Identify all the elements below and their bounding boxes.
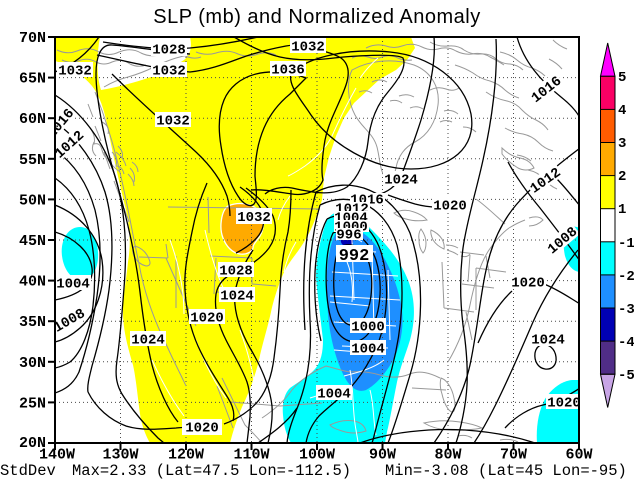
svg-text:50N: 50N xyxy=(19,192,46,209)
svg-text:110W: 110W xyxy=(233,447,269,464)
svg-text:1004: 1004 xyxy=(56,277,90,293)
svg-text:Max=2.33 (Lat=47.5 Lon=-112.5): Max=2.33 (Lat=47.5 Lon=-112.5) xyxy=(72,462,351,480)
svg-text:120W: 120W xyxy=(168,447,204,464)
svg-text:-4: -4 xyxy=(618,335,634,351)
svg-text:1024: 1024 xyxy=(131,333,165,349)
svg-text:-3: -3 xyxy=(618,302,634,318)
svg-text:1032: 1032 xyxy=(152,64,186,80)
svg-text:-1: -1 xyxy=(618,236,634,252)
svg-text:60W: 60W xyxy=(565,447,592,464)
svg-text:45N: 45N xyxy=(19,233,46,250)
svg-text:2: 2 xyxy=(618,169,626,185)
svg-text:3: 3 xyxy=(618,136,626,152)
svg-text:-2: -2 xyxy=(618,269,634,285)
svg-text:140W: 140W xyxy=(39,447,75,464)
svg-text:1036: 1036 xyxy=(271,63,305,79)
svg-text:992: 992 xyxy=(339,247,370,266)
svg-text:1000: 1000 xyxy=(351,320,385,336)
svg-text:70N: 70N xyxy=(19,30,46,47)
svg-text:30N: 30N xyxy=(19,355,46,372)
svg-text:996: 996 xyxy=(336,228,361,244)
svg-text:StdDev: StdDev xyxy=(0,462,56,480)
svg-text:1004: 1004 xyxy=(317,387,351,403)
svg-text:1032: 1032 xyxy=(156,114,190,130)
svg-text:1020: 1020 xyxy=(511,276,545,292)
svg-text:1: 1 xyxy=(618,202,626,218)
svg-text:20N: 20N xyxy=(19,435,46,452)
svg-text:1032: 1032 xyxy=(291,40,325,56)
svg-text:80W: 80W xyxy=(434,447,461,464)
svg-text:130W: 130W xyxy=(102,447,138,464)
svg-text:1028: 1028 xyxy=(219,264,253,280)
svg-text:1004: 1004 xyxy=(351,342,385,358)
svg-text:1020: 1020 xyxy=(433,199,467,215)
svg-text:90W: 90W xyxy=(369,447,396,464)
svg-text:1020: 1020 xyxy=(190,311,224,327)
svg-text:-5: -5 xyxy=(618,368,634,384)
svg-text:1024: 1024 xyxy=(220,289,254,305)
svg-text:55N: 55N xyxy=(19,152,46,169)
svg-text:1028: 1028 xyxy=(152,43,186,59)
svg-text:SLP (mb) and Normalized Anomal: SLP (mb) and Normalized Anomaly xyxy=(153,6,481,28)
svg-text:40N: 40N xyxy=(19,274,46,291)
svg-text:5: 5 xyxy=(618,70,626,86)
svg-text:1032: 1032 xyxy=(58,64,92,80)
svg-text:1032: 1032 xyxy=(237,210,271,226)
svg-text:Min=-3.08 (Lat=45 Lon=-95): Min=-3.08 (Lat=45 Lon=-95) xyxy=(385,462,627,480)
svg-text:70W: 70W xyxy=(500,447,527,464)
svg-text:1024: 1024 xyxy=(384,173,418,189)
svg-text:1020: 1020 xyxy=(185,421,219,437)
svg-text:60N: 60N xyxy=(19,111,46,128)
svg-text:25N: 25N xyxy=(19,395,46,412)
svg-text:1024: 1024 xyxy=(531,333,565,349)
svg-text:4: 4 xyxy=(618,103,626,119)
svg-text:35N: 35N xyxy=(19,314,46,331)
svg-text:1020: 1020 xyxy=(547,396,581,412)
svg-text:65N: 65N xyxy=(19,71,46,88)
svg-text:100W: 100W xyxy=(299,447,335,464)
